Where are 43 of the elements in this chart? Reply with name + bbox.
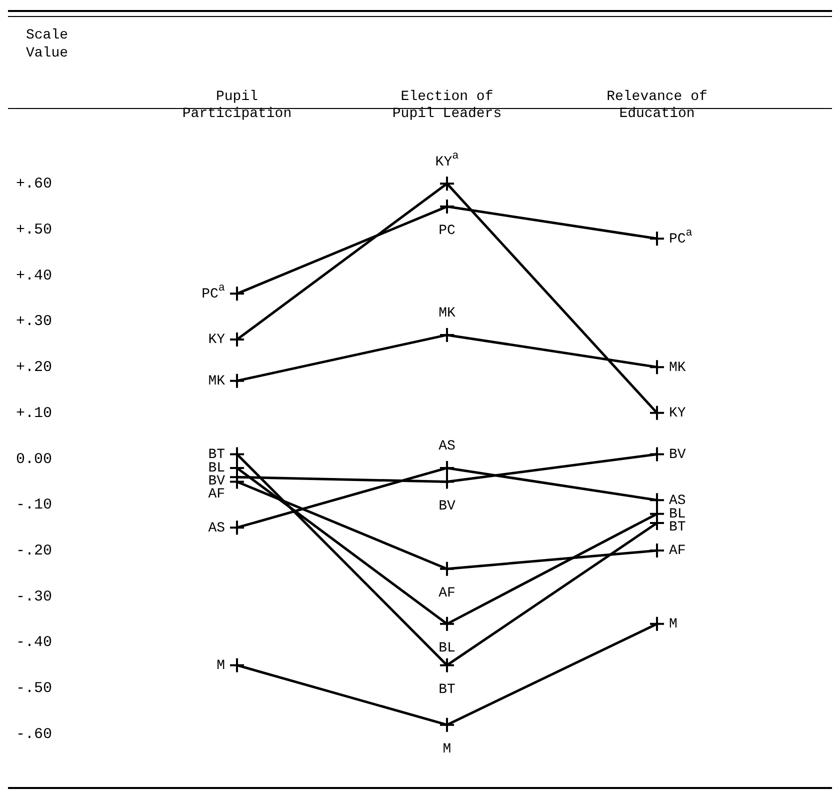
- x-tick-label: Pupil Participation: [182, 89, 292, 122]
- text: AF: [438, 586, 456, 602]
- text: MK: [438, 306, 456, 322]
- annotation: a: [218, 282, 226, 295]
- text: BL: [438, 640, 456, 657]
- y-tick-label: +.20: [16, 359, 52, 376]
- annotation: a: [686, 228, 693, 240]
- text: BV: [438, 498, 456, 514]
- series-label: MK: [208, 374, 226, 390]
- text: AF: [208, 486, 226, 503]
- y-tick-label: -.40: [16, 634, 52, 652]
- series-label: BT: [208, 446, 226, 463]
- series-label: AF: [669, 543, 686, 560]
- y-tick-label: +.60: [16, 176, 52, 193]
- y-tick-label: -.10: [16, 496, 52, 514]
- text: M: [442, 742, 452, 758]
- y-axis-title: Scale Value: [26, 28, 68, 62]
- y-tick-label: -.50: [16, 680, 52, 698]
- y-tick-label: -.20: [16, 542, 52, 560]
- text: BT: [669, 520, 686, 536]
- x-tick-label: Relevance of Education: [606, 89, 708, 122]
- text: M: [669, 616, 678, 633]
- text: PC: [438, 223, 456, 240]
- text: KY: [435, 154, 452, 170]
- series-label: BV: [669, 446, 686, 463]
- series-label: PC: [669, 231, 686, 248]
- y-tick-label: +.10: [16, 404, 52, 422]
- series-label: KY: [208, 332, 226, 348]
- y-tick-label: -.30: [16, 588, 52, 606]
- text: BT: [438, 682, 456, 698]
- text: AS: [438, 438, 456, 455]
- text: KY: [669, 406, 686, 422]
- y-tick-label: +.30: [16, 313, 52, 330]
- series-label: M: [216, 658, 226, 674]
- y-tick-label: +.50: [16, 221, 52, 238]
- annotation: a: [452, 150, 460, 163]
- text: AS: [669, 492, 686, 509]
- y-tick-label: -.60: [16, 726, 52, 743]
- text: PC: [202, 286, 218, 302]
- series-label: AS: [208, 520, 226, 536]
- text: MK: [669, 360, 686, 376]
- y-tick-label: 0.00: [16, 450, 52, 468]
- y-tick-label: +.40: [16, 267, 52, 284]
